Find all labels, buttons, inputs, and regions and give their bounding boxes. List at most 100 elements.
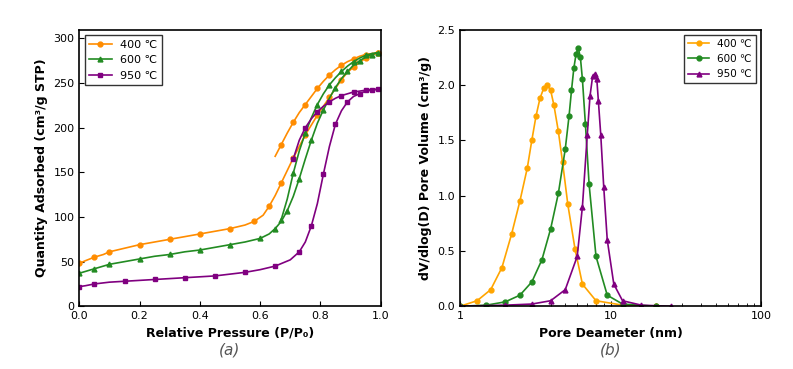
950 ℃ <box>307 224 316 228</box>
600 ℃ <box>195 248 205 252</box>
400 ℃ <box>270 193 280 198</box>
950 ℃ <box>618 299 627 303</box>
400 ℃ <box>361 56 370 60</box>
400 ℃ <box>210 229 220 234</box>
600 ℃ <box>98 264 108 268</box>
400 ℃ <box>367 53 377 58</box>
950 ℃ <box>135 278 144 283</box>
400 ℃ <box>277 181 286 185</box>
950 ℃ <box>90 282 99 286</box>
950 ℃ <box>180 276 190 280</box>
950 ℃ <box>81 283 90 288</box>
950 ℃ <box>301 240 310 244</box>
950 ℃ <box>546 299 555 303</box>
400 ℃ <box>294 144 304 149</box>
600 ℃ <box>367 52 377 57</box>
Y-axis label: dV/dlog(D) Pore Volume (cm³/g): dV/dlog(D) Pore Volume (cm³/g) <box>419 56 431 280</box>
400 ℃ <box>349 65 358 69</box>
400 ℃ <box>180 234 190 239</box>
400 ℃ <box>563 202 573 207</box>
950 ℃ <box>165 276 174 281</box>
400 ℃ <box>282 168 292 173</box>
Line: 400 ℃: 400 ℃ <box>458 82 658 309</box>
400 ℃ <box>592 299 601 303</box>
X-axis label: Pore Deameter (nm): Pore Deameter (nm) <box>538 327 683 340</box>
600 ℃ <box>225 242 235 247</box>
950 ℃ <box>240 270 250 275</box>
950 ℃ <box>594 99 603 104</box>
400 ℃ <box>331 86 340 91</box>
600 ℃ <box>264 232 274 236</box>
400 ℃ <box>249 219 259 224</box>
Line: 600 ℃: 600 ℃ <box>77 50 380 276</box>
950 ℃ <box>588 74 597 78</box>
400 ℃ <box>651 304 661 308</box>
600 ℃ <box>301 157 310 161</box>
600 ℃ <box>270 227 280 231</box>
950 ℃ <box>343 100 352 104</box>
400 ℃ <box>259 213 268 217</box>
950 ℃ <box>373 87 382 92</box>
950 ℃ <box>337 108 347 113</box>
600 ℃ <box>455 304 465 308</box>
400 ℃ <box>542 83 552 87</box>
950 ℃ <box>354 92 364 96</box>
400 ℃ <box>546 88 555 93</box>
Y-axis label: Quantity Adsorbed (cm³/g STP): Quantity Adsorbed (cm³/g STP) <box>35 59 48 277</box>
950 ℃ <box>225 272 235 276</box>
600 ℃ <box>120 259 129 264</box>
600 ℃ <box>105 262 114 266</box>
600 ℃ <box>577 77 587 82</box>
400 ℃ <box>523 166 532 170</box>
950 ℃ <box>599 184 608 189</box>
400 ℃ <box>486 287 496 292</box>
Line: 950 ℃: 950 ℃ <box>458 71 673 309</box>
950 ℃ <box>603 238 612 242</box>
600 ℃ <box>561 147 570 151</box>
600 ℃ <box>337 76 347 81</box>
400 ℃ <box>507 232 516 237</box>
950 ℃ <box>75 284 84 289</box>
600 ℃ <box>240 240 250 244</box>
950 ℃ <box>609 282 619 286</box>
600 ℃ <box>537 258 546 262</box>
600 ℃ <box>567 88 577 93</box>
400 ℃ <box>120 246 129 251</box>
600 ℃ <box>592 254 601 259</box>
400 ℃ <box>240 223 250 227</box>
600 ℃ <box>319 108 328 112</box>
950 ℃ <box>349 94 358 99</box>
950 ℃ <box>585 94 595 98</box>
Legend: 400 ℃, 600 ℃, 950 ℃: 400 ℃, 600 ℃, 950 ℃ <box>684 35 756 83</box>
600 ℃ <box>651 304 661 308</box>
600 ℃ <box>565 114 574 118</box>
600 ℃ <box>282 208 292 213</box>
X-axis label: Relative Pressure (P/P₀): Relative Pressure (P/P₀) <box>146 327 314 340</box>
600 ℃ <box>75 271 84 275</box>
600 ℃ <box>618 302 627 306</box>
950 ℃ <box>150 277 159 282</box>
400 ℃ <box>549 103 558 107</box>
950 ℃ <box>592 77 602 82</box>
400 ℃ <box>225 227 235 231</box>
950 ℃ <box>561 287 570 292</box>
400 ℃ <box>301 132 310 137</box>
400 ℃ <box>105 249 114 254</box>
600 ℃ <box>576 55 585 59</box>
950 ℃ <box>361 89 370 93</box>
950 ℃ <box>294 249 304 254</box>
400 ℃ <box>515 199 525 203</box>
400 ℃ <box>557 160 567 165</box>
950 ℃ <box>270 264 280 268</box>
400 ℃ <box>531 114 541 118</box>
950 ℃ <box>319 172 328 176</box>
400 ℃ <box>165 237 174 242</box>
400 ℃ <box>577 282 587 286</box>
400 ℃ <box>289 156 298 160</box>
400 ℃ <box>135 242 144 247</box>
600 ℃ <box>165 252 174 257</box>
600 ℃ <box>373 51 382 55</box>
600 ℃ <box>349 63 358 68</box>
400 ℃ <box>319 104 328 108</box>
400 ℃ <box>373 51 382 55</box>
